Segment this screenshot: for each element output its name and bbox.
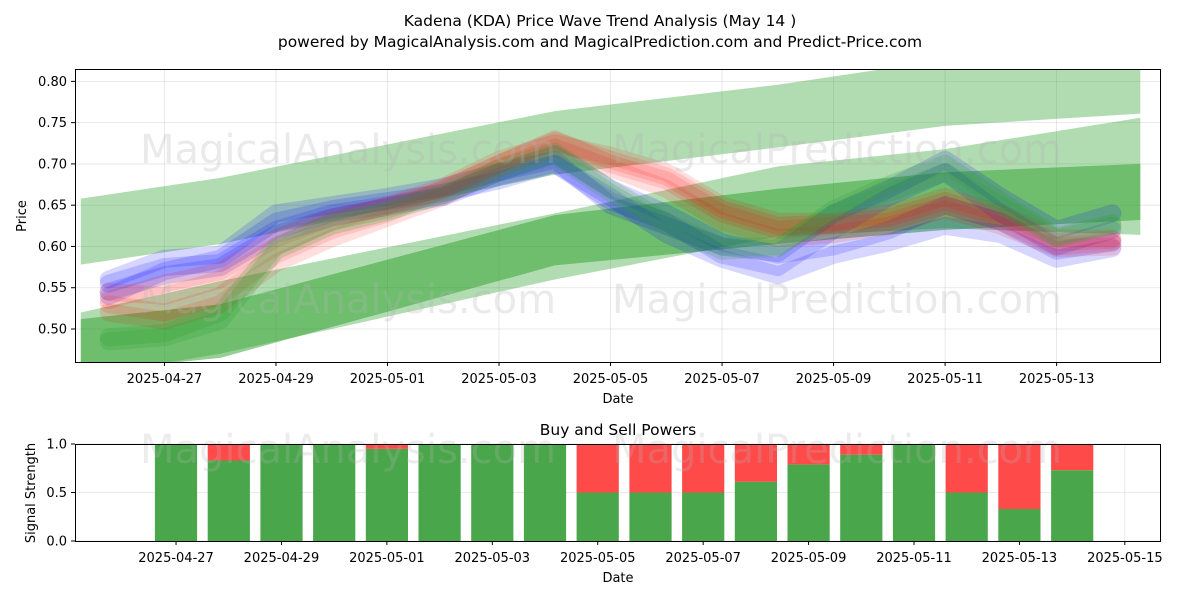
buy-power-bar [471, 444, 514, 541]
watermark-prediction-mid: MagicalPrediction.com [612, 277, 1062, 323]
sell-power-bar [945, 444, 988, 493]
price-wave-lines [99, 130, 1122, 351]
price-x-tick-label: 2025-05-05 [573, 372, 649, 387]
signal-bars [154, 444, 1094, 541]
price-wave-line [99, 130, 1122, 322]
price-x-axis-label: Date [602, 392, 633, 407]
price-wave-line [99, 150, 1122, 289]
signal-y-tick-label: 0.5 [46, 486, 67, 501]
buy-power-bar [207, 460, 250, 541]
chart-title: Kadena (KDA) Price Wave Trend Analysis (… [404, 12, 797, 30]
price-x-axis: 2025-04-27 2025-04-29 2025-05-01 2025-05-03… [127, 362, 1095, 387]
buy-power-bar [629, 492, 672, 541]
price-wave-line [99, 131, 1122, 310]
signal-panel-title: Buy and Sell Powers [540, 421, 697, 439]
price-x-tick-label: 2025-05-03 [461, 372, 537, 387]
signal-x-tick-label: 2025-05-15 [1087, 551, 1163, 566]
signal-x-tick-label: 2025-05-05 [560, 551, 636, 566]
buy-power-bar [682, 492, 725, 541]
trend-band [80, 163, 1141, 362]
sell-power-bar [629, 444, 672, 493]
buy-power-bar [365, 448, 408, 541]
price-wave-line [99, 138, 1122, 330]
buy-power-bar [260, 444, 303, 541]
buy-power-bar [787, 464, 830, 541]
buy-power-bar [313, 444, 356, 541]
watermark-analysis-bottom: MagicalAnalysis.com [140, 427, 556, 473]
signal-y-tick-label: 0.0 [46, 535, 67, 550]
buy-power-bar [734, 481, 777, 541]
sell-power-bar [787, 444, 830, 465]
chart-subtitle: powered by MagicalAnalysis.com and Magic… [278, 33, 922, 51]
price-x-tick-label: 2025-04-29 [238, 372, 314, 387]
signal-y-axis: 0.0 0.5 1.0 [46, 438, 75, 550]
price-y-tick-label: 0.55 [38, 281, 67, 296]
price-x-tick-label: 2025-05-01 [350, 372, 426, 387]
watermark-analysis-top: MagicalAnalysis.com [140, 127, 556, 173]
signal-x-tick-label: 2025-04-27 [138, 551, 214, 566]
signal-watermark-layer: MagicalAnalysis.com MagicalPrediction.co… [140, 427, 1062, 473]
signal-y-tick-label: 1.0 [46, 438, 67, 453]
price-y-tick-label: 0.80 [38, 75, 67, 90]
trend-band [80, 69, 1141, 265]
price-wave-line [99, 146, 1122, 351]
signal-x-tick-label: 2025-05-07 [665, 551, 741, 566]
sell-power-bar [207, 444, 250, 461]
buy-power-bar [892, 444, 936, 541]
price-y-axis-label: Price [15, 200, 30, 232]
price-x-tick-label: 2025-04-27 [127, 372, 203, 387]
buy-power-bar [154, 444, 198, 541]
price-wave-line [99, 145, 1122, 293]
price-y-tick-label: 0.50 [38, 322, 67, 337]
price-wave-line [99, 154, 1122, 305]
watermark-prediction-bottom: MagicalPrediction.com [612, 427, 1062, 473]
signal-x-tick-label: 2025-05-11 [876, 551, 952, 566]
price-x-tick-label: 2025-05-11 [907, 372, 983, 387]
sell-power-bar [576, 444, 619, 493]
signal-panel: Buy and Sell Powers MagicalAnalysis.com … [24, 421, 1163, 586]
buy-power-bar [523, 444, 567, 541]
buy-power-bar [840, 454, 883, 541]
signal-x-axis-label: Date [602, 571, 633, 586]
price-y-tick-label: 0.65 [38, 199, 67, 214]
price-x-tick-label: 2025-05-13 [1019, 372, 1095, 387]
signal-x-tick-label: 2025-05-13 [982, 551, 1058, 566]
sell-power-bar [734, 444, 777, 482]
price-y-axis: 0.50 0.55 0.60 0.65 0.70 0.75 0.80 [38, 75, 75, 337]
buy-power-bar [945, 492, 988, 541]
watermark-prediction-top: MagicalPrediction.com [612, 127, 1062, 173]
price-y-tick-label: 0.70 [38, 157, 67, 172]
buy-power-bar [576, 492, 619, 541]
signal-x-tick-label: 2025-05-09 [771, 551, 847, 566]
trend-bands [80, 69, 1141, 362]
price-x-tick-label: 2025-05-07 [684, 372, 760, 387]
sell-power-bar [682, 444, 725, 493]
watermark-analysis-mid: MagicalAnalysis.com [140, 277, 556, 323]
price-x-tick-label: 2025-05-09 [796, 372, 872, 387]
watermark-layer: MagicalAnalysis.com MagicalPrediction.co… [140, 127, 1062, 323]
price-panel: MagicalAnalysis.com MagicalPrediction.co… [15, 69, 1161, 407]
price-y-tick-label: 0.60 [38, 240, 67, 255]
signal-x-tick-label: 2025-05-01 [349, 551, 425, 566]
buy-power-bar [418, 444, 461, 541]
buy-power-bar [998, 509, 1041, 541]
signal-plot-frame [75, 444, 1161, 542]
price-y-tick-label: 0.75 [38, 116, 67, 131]
sell-power-bar [365, 444, 408, 449]
price-plot-frame [75, 69, 1161, 363]
signal-x-axis: 2025-04-27 2025-04-29 2025-05-01 2025-05-03… [138, 541, 1163, 566]
price-wave-line [99, 154, 1122, 301]
sell-power-bar [998, 444, 1041, 509]
signal-x-tick-label: 2025-04-29 [244, 551, 320, 566]
sell-power-bar [1051, 444, 1094, 471]
signal-x-tick-label: 2025-05-03 [455, 551, 531, 566]
signal-y-axis-label: Signal Strength [24, 443, 39, 543]
price-wave-line [99, 134, 1122, 305]
price-wave-line [99, 142, 1122, 347]
buy-power-bar [1051, 470, 1094, 541]
sell-power-bar [840, 444, 883, 455]
